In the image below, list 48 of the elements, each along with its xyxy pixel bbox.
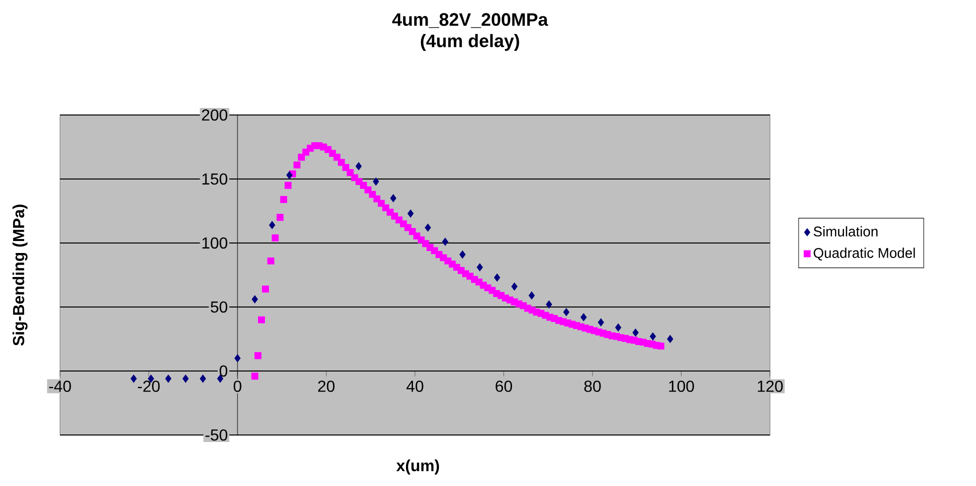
point: [615, 323, 622, 332]
point: [580, 313, 587, 322]
x-tick-label: 40: [406, 380, 424, 392]
point: [650, 332, 656, 340]
point: [442, 238, 448, 246]
point: [476, 263, 483, 272]
x-tick-label: 120: [758, 380, 783, 392]
legend-label: Simulation: [814, 226, 878, 236]
point: [182, 374, 189, 383]
y-tick-label: 0: [220, 365, 228, 377]
x-tick-label: -20: [138, 380, 160, 392]
chart-subtitle: (4um delay): [420, 34, 520, 51]
point: [372, 178, 380, 186]
point: [494, 274, 500, 282]
point: [269, 221, 276, 230]
point: [390, 194, 396, 202]
y-tick-label: 100: [202, 237, 228, 249]
x-tick-label: 0: [234, 380, 242, 392]
point: [200, 374, 206, 383]
point: [563, 308, 570, 316]
y-tick-label: 150: [202, 173, 228, 185]
point: [546, 300, 552, 308]
point: [424, 224, 431, 232]
point: [528, 291, 535, 300]
point: [234, 354, 241, 362]
legend-label: Quadratic Model: [814, 248, 915, 260]
x-tick-label: -40: [49, 380, 71, 392]
y-tick-label: 200: [202, 109, 228, 121]
point: [598, 318, 604, 326]
y-axis-title: Sig-Bending (MPa): [12, 204, 28, 346]
point: [356, 162, 362, 170]
x-tick-label: 80: [584, 380, 601, 392]
point: [130, 374, 137, 383]
x-tick-label: 100: [669, 380, 694, 392]
point: [632, 328, 639, 337]
x-axis-title: x(um): [396, 460, 439, 474]
point: [165, 374, 172, 383]
point: [667, 334, 674, 343]
chart-title: 4um_82V_200MPa: [392, 13, 548, 28]
y-tick-label: -50: [205, 429, 228, 441]
x-tick-label: 60: [496, 380, 512, 392]
point: [286, 171, 292, 180]
y-tick-label: 50: [210, 301, 228, 313]
point: [408, 210, 414, 218]
x-tick-label: 20: [318, 380, 335, 392]
point: [459, 250, 466, 259]
point: [511, 282, 518, 291]
point: [252, 295, 258, 304]
